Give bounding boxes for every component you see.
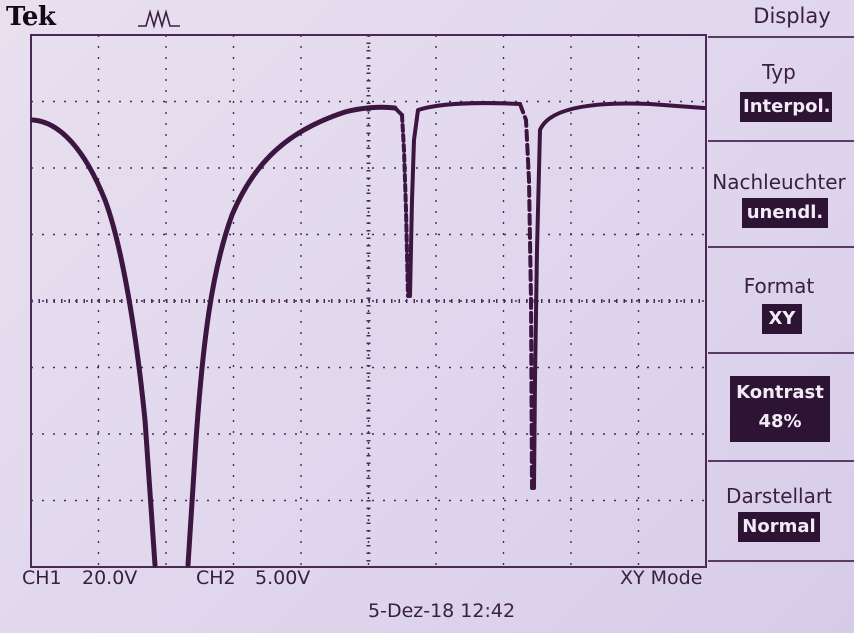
ch2-scale: 5.00V bbox=[255, 567, 311, 589]
menu-darstellart-value[interactable]: Normal bbox=[738, 512, 820, 542]
ch2-label: CH2 bbox=[196, 567, 236, 589]
brand-logo: Tek bbox=[6, 2, 56, 32]
menu-kontrast-button[interactable]: Kontrast 48% bbox=[730, 376, 830, 442]
menu-divider bbox=[708, 560, 854, 562]
mode-indicator: XY Mode bbox=[620, 567, 703, 589]
trace-dip-2-right bbox=[408, 101, 522, 298]
date-time: 5-Dez-18 12:42 bbox=[368, 600, 516, 622]
menu-nachleuchter-label[interactable]: Nachleuchter bbox=[712, 170, 846, 194]
menu-divider bbox=[708, 36, 854, 38]
menu-format-value[interactable]: XY bbox=[762, 304, 802, 334]
menu-kontrast-value: 48% bbox=[758, 411, 802, 432]
menu-kontrast-label: Kontrast bbox=[736, 382, 824, 403]
xy-trace bbox=[30, 101, 706, 568]
ch1-label: CH1 bbox=[22, 567, 62, 589]
menu-divider bbox=[708, 352, 854, 354]
menu-typ-value[interactable]: Interpol. bbox=[740, 92, 832, 122]
trace-dip-3-right bbox=[532, 101, 706, 490]
trigger-pulse-icon bbox=[138, 9, 180, 29]
ch1-scale: 20.0V bbox=[82, 567, 138, 589]
menu-divider bbox=[708, 246, 854, 248]
menu-typ-label[interactable]: Typ bbox=[762, 60, 796, 84]
menu-darstellart-label[interactable]: Darstellart bbox=[726, 484, 832, 508]
trace-dip-3-left bbox=[518, 102, 534, 490]
trace-dip-1-right bbox=[185, 104, 398, 568]
menu-format-label[interactable]: Format bbox=[743, 274, 815, 298]
trace-dip-2-left bbox=[400, 113, 410, 298]
trace-dip-1-left bbox=[30, 117, 158, 568]
menu-divider bbox=[708, 140, 854, 142]
menu-divider bbox=[708, 460, 854, 462]
menu-nachleuchter-value[interactable]: unendl. bbox=[742, 198, 828, 228]
graticule-grid bbox=[31, 35, 706, 567]
menu-title: Display bbox=[753, 4, 831, 28]
